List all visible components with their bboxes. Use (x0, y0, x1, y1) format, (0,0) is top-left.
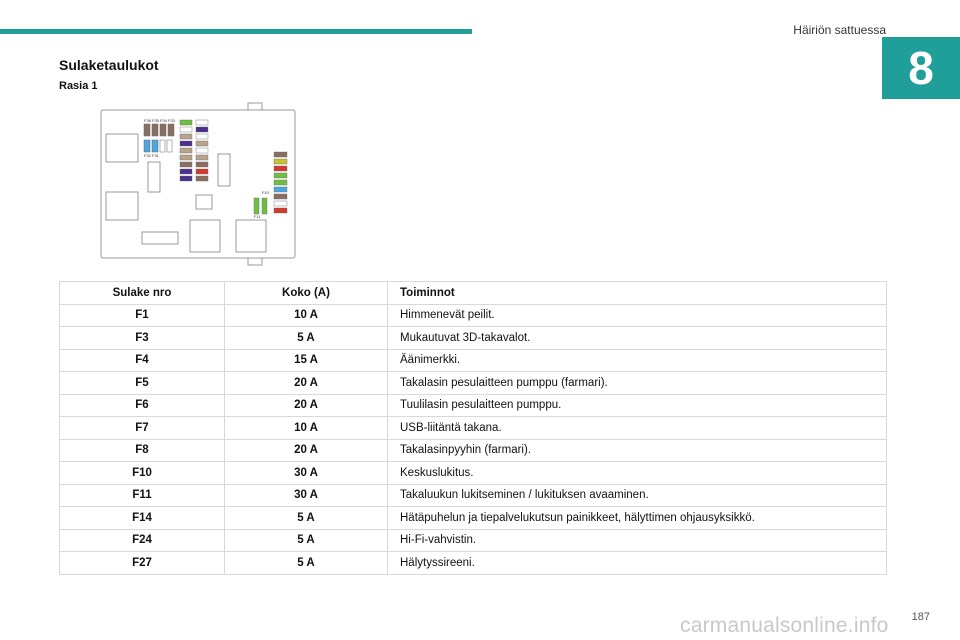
fuse-function: Äänimerkki. (387, 348, 887, 372)
fuse-rating: 10 A (224, 416, 388, 440)
diagram-label-f10: F10 (262, 190, 270, 195)
table-row: F27 5 A Hälytyssireeni. (59, 551, 887, 575)
fuse-function: Takaluukun lukitseminen / lukituksen ava… (387, 483, 887, 507)
diagram-label-f31: F31 (152, 153, 160, 158)
fuse-rating: 10 A (224, 303, 388, 327)
fuse-number: F6 (59, 393, 225, 417)
fuse-rating: 30 A (224, 483, 388, 507)
diagram-label-f34: F34 (160, 118, 168, 123)
diagram-label-f11: F11 (254, 214, 261, 219)
table-header-row: Sulake nro Koko (A) Toiminnot (59, 281, 887, 305)
fuse-function: USB-liitäntä takana. (387, 416, 887, 440)
fuse-rating: 15 A (224, 348, 388, 372)
table-row: F7 10 A USB-liitäntä takana. (59, 416, 887, 440)
fuse-number: F1 (59, 303, 225, 327)
table-row: F1 10 A Himmenevät peilit. (59, 303, 887, 327)
fuse-function: Takalasinpyyhin (farmari). (387, 438, 887, 462)
page-subtitle: Rasia 1 (59, 80, 98, 92)
diagram-label-f36: F36 (144, 118, 152, 123)
table-row: F5 20 A Takalasin pesulaitteen pumppu (far… (59, 371, 887, 395)
fuse-function: Himmenevät peilit. (387, 303, 887, 327)
fuse-rating: 5 A (224, 528, 388, 552)
fuse-rating: 20 A (224, 438, 388, 462)
fuse-rating: 30 A (224, 461, 388, 485)
table-row: F6 20 A Tuulilasin pesulaitteen pumppu. (59, 393, 887, 417)
page-number: 187 (911, 611, 930, 623)
fuse-number: F8 (59, 438, 225, 462)
column-header-fuse-number: Sulake nro (59, 281, 225, 305)
fuse-box-diagram: F36 F35 F34 F33 F32 F31 F10 F11 (100, 102, 296, 266)
section-title: Häiriön sattuessa (793, 23, 886, 37)
fuse-number: F11 (59, 483, 225, 507)
fuse-rating: 20 A (224, 371, 388, 395)
table-row: F14 5 A Hätäpuhelun ja tiepalvelukutsun pa… (59, 506, 887, 530)
fuse-function: Hi-Fi-vahvistin. (387, 528, 887, 552)
chapter-number: 8 (882, 37, 960, 99)
fuse-number: F24 (59, 528, 225, 552)
fuse-table: Sulake nro Koko (A) Toiminnot F1 10 A Himm… (59, 281, 887, 575)
fuse-rating: 5 A (224, 326, 388, 350)
diagram-label-f32: F32 (144, 153, 152, 158)
diagram-label-f35: F35 (152, 118, 160, 123)
column-header-functions: Toiminnot (387, 281, 887, 305)
fuse-function: Takalasin pesulaitteen pumppu (farmari). (387, 371, 887, 395)
fuse-rating: 20 A (224, 393, 388, 417)
fuse-number: F5 (59, 371, 225, 395)
header-accent-bar (0, 29, 472, 34)
fuse-function: Keskuslukitus. (387, 461, 887, 485)
fuse-number: F4 (59, 348, 225, 372)
table-row: F8 20 A Takalasinpyyhin (farmari). (59, 438, 887, 462)
fuse-number: F7 (59, 416, 225, 440)
page-title: Sulaketaulukot (59, 57, 159, 73)
fuse-function: Hätäpuhelun ja tiepalvelukutsun painikke… (387, 506, 887, 530)
fuse-number: F3 (59, 326, 225, 350)
table-row: F4 15 A Äänimerkki. (59, 348, 887, 372)
column-header-rating: Koko (A) (224, 281, 388, 305)
fuse-number: F10 (59, 461, 225, 485)
diagram-label-f33: F33 (168, 118, 176, 123)
fuse-number: F14 (59, 506, 225, 530)
table-row: F11 30 A Takaluukun lukitseminen / lukituk… (59, 483, 887, 507)
fuse-function: Hälytyssireeni. (387, 551, 887, 575)
watermark: carmanualsonline.info (680, 614, 889, 637)
fuse-rating: 5 A (224, 551, 388, 575)
table-row: F10 30 A Keskuslukitus. (59, 461, 887, 485)
table-row: F3 5 A Mukautuvat 3D-takavalot. (59, 326, 887, 350)
fuse-rating: 5 A (224, 506, 388, 530)
fuse-function: Mukautuvat 3D-takavalot. (387, 326, 887, 350)
fuse-number: F27 (59, 551, 225, 575)
fuse-function: Tuulilasin pesulaitteen pumppu. (387, 393, 887, 417)
table-row: F24 5 A Hi-Fi-vahvistin. (59, 528, 887, 552)
